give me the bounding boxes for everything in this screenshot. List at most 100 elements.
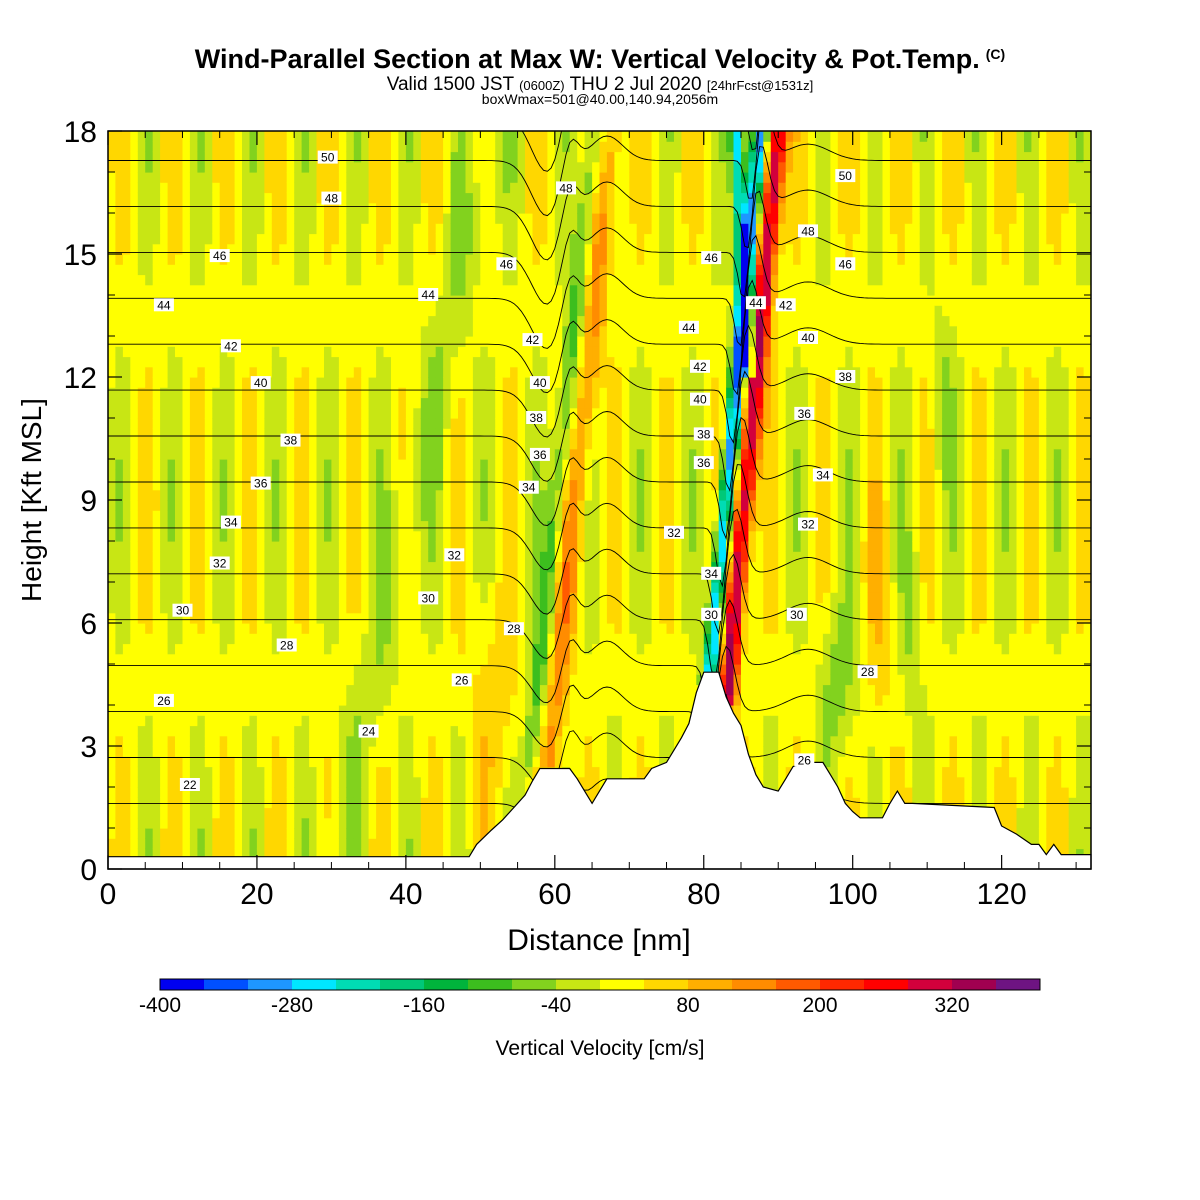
field-cell — [256, 264, 265, 276]
field-cell — [324, 489, 332, 501]
field-cell — [331, 828, 340, 839]
field-cell — [413, 715, 422, 727]
field-cell — [435, 684, 444, 696]
field-cell — [331, 838, 340, 850]
field-cell — [569, 295, 578, 306]
field-cell — [465, 264, 474, 276]
field-cell — [197, 592, 206, 604]
field-cell — [197, 438, 206, 450]
field-cell — [242, 315, 250, 327]
field-cell — [502, 715, 511, 727]
field-cell — [621, 653, 630, 665]
field-cell — [301, 336, 310, 347]
field-cell — [264, 161, 273, 173]
field-cell — [338, 377, 347, 388]
field-cell — [517, 366, 526, 378]
field-cell — [480, 623, 489, 634]
field-cell — [353, 766, 362, 778]
field-cell — [413, 500, 422, 511]
field-cell — [331, 541, 340, 552]
field-cell — [249, 715, 258, 727]
field-cell — [338, 489, 347, 501]
field-cell — [480, 828, 489, 839]
field-cell — [465, 182, 474, 194]
field-cell — [145, 807, 154, 819]
field-cell — [160, 602, 169, 614]
field-cell — [130, 735, 139, 747]
field-cell — [249, 161, 258, 173]
field-cell — [458, 756, 466, 768]
field-cell — [122, 828, 131, 839]
field-cell — [264, 582, 273, 593]
field-cell — [294, 653, 303, 665]
field-cell — [525, 233, 533, 245]
field-cell — [517, 336, 526, 347]
field-cell — [160, 592, 169, 604]
field-cell — [391, 325, 399, 337]
field-cell — [353, 192, 362, 204]
field-cell — [145, 500, 154, 511]
field-cell — [115, 274, 124, 286]
field-cell — [115, 172, 124, 183]
field-cell — [547, 469, 556, 481]
field-cell — [175, 520, 183, 532]
field-cell — [606, 377, 615, 388]
field-cell — [175, 500, 183, 511]
field-cell — [294, 264, 303, 276]
field-cell — [271, 254, 280, 265]
field-cell — [271, 397, 280, 409]
field-cell — [592, 479, 601, 491]
field-cell — [502, 571, 511, 583]
field-cell — [294, 336, 303, 347]
field-cell — [413, 418, 422, 429]
field-cell — [279, 817, 288, 829]
field-cell — [376, 479, 385, 491]
field-cell — [115, 838, 124, 850]
field-cell — [145, 520, 154, 532]
field-cell — [606, 438, 615, 450]
field-cell — [152, 233, 161, 245]
field-cell — [309, 202, 318, 214]
field-cell — [539, 756, 548, 768]
field-cell — [547, 264, 556, 276]
field-cell — [189, 172, 198, 183]
field-cell — [391, 284, 399, 296]
field-cell — [532, 664, 541, 675]
field-cell — [435, 336, 444, 347]
field-cell — [517, 325, 526, 337]
field-cell — [472, 633, 481, 645]
field-cell — [577, 623, 586, 634]
field-cell — [465, 356, 474, 368]
field-cell — [405, 653, 414, 665]
field-cell — [562, 664, 571, 675]
field-cell — [517, 520, 526, 532]
field-cell — [554, 202, 563, 214]
field-cell — [137, 295, 146, 306]
field-cell — [487, 684, 496, 696]
field-cell — [294, 633, 303, 645]
field-cell — [532, 766, 541, 778]
field-cell — [256, 797, 265, 809]
field-cell — [495, 387, 504, 399]
field-cell — [234, 325, 243, 337]
field-cell — [428, 151, 437, 163]
field-cell — [115, 397, 124, 409]
field-cell — [435, 172, 444, 183]
field-cell — [599, 612, 608, 624]
field-cell — [480, 489, 489, 501]
field-cell — [227, 202, 236, 214]
field-cell — [152, 336, 161, 347]
field-cell — [465, 541, 474, 552]
field-cell — [376, 551, 385, 563]
field-cell — [279, 828, 288, 839]
field-cell — [361, 674, 370, 686]
field-cell — [122, 459, 131, 470]
field-cell — [353, 705, 362, 716]
field-cell — [502, 561, 511, 573]
field-cell — [420, 705, 429, 716]
field-cell — [420, 356, 429, 368]
field-cell — [242, 571, 250, 583]
field-cell — [204, 735, 213, 747]
field-cell — [435, 377, 444, 388]
field-cell — [554, 428, 563, 440]
